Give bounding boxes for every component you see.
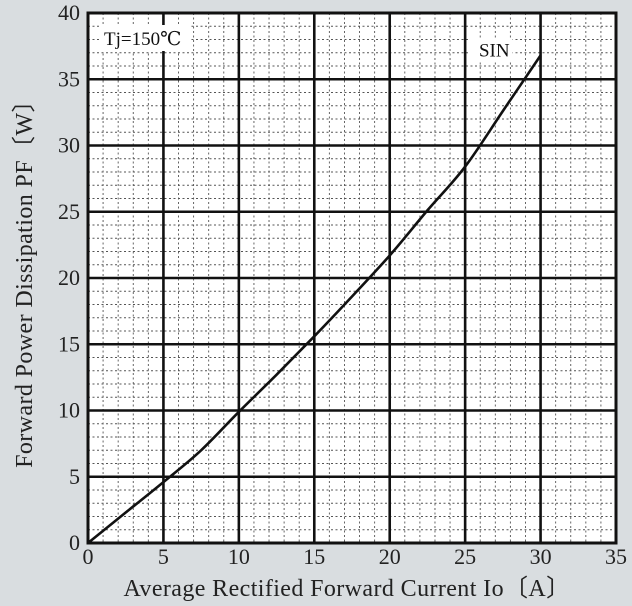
y-tick-label: 30 [58,133,80,158]
y-tick-label: 25 [58,199,80,224]
series-line-sin [87,54,542,545]
y-tick-label: 35 [58,66,80,91]
x-tick-label: 15 [303,544,325,569]
x-tick-label: 30 [530,544,552,569]
series-label: SIN [479,40,510,61]
y-tick-labels: 0 5 10 15 20 25 30 35 40 [58,0,80,555]
annotation-tj: Tj=150℃ [104,29,181,50]
minor-grid [88,13,616,543]
y-tick-label: 0 [69,530,80,555]
x-tick-label: 20 [379,544,401,569]
plot-frame [86,11,618,545]
y-tick-label: 20 [58,265,80,290]
x-tick-label: 5 [158,544,169,569]
y-tick-label: 40 [58,0,80,25]
y-tick-label: 15 [58,331,80,356]
series-label-bg [468,38,513,63]
y-tick-label: 5 [69,464,80,489]
y-axis-title: Forward Power Dissipation PF〔W〕 [12,88,38,468]
x-tick-label: 10 [228,544,250,569]
x-tick-label: 25 [454,544,476,569]
annotation-box [99,25,189,51]
y-tick-label: 10 [58,398,80,423]
major-grid [88,13,616,543]
x-tick-labels: 0 5 10 15 20 25 30 35 [83,544,628,569]
x-axis-title: Average Rectified Forward Current Io〔A〕 [123,576,570,602]
x-tick-label: 0 [83,544,94,569]
series-layer: SIN [87,38,542,545]
x-tick-label: 35 [605,544,627,569]
